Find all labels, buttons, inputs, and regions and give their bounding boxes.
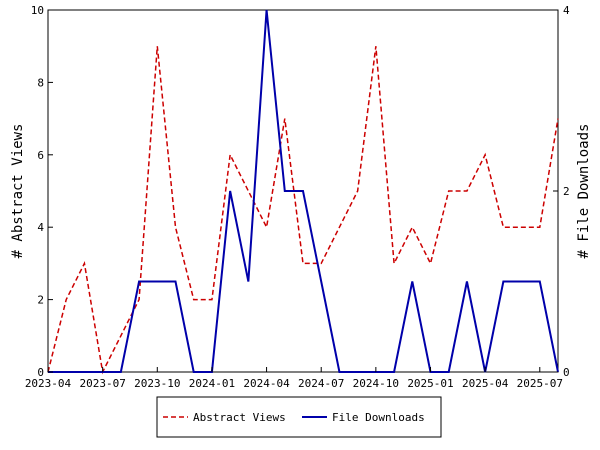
y-tick-label-left: 10 bbox=[31, 4, 44, 17]
x-tick-label: 2023-10 bbox=[134, 377, 180, 390]
legend-label-0: Abstract Views bbox=[193, 411, 286, 424]
y-axis-right: 0 2 4 bbox=[553, 4, 570, 379]
x-tick-label: 2023-04 bbox=[25, 377, 72, 390]
y-tick-label-left: 2 bbox=[37, 294, 44, 307]
y-tick-label-right: 4 bbox=[563, 4, 570, 17]
series-line-0 bbox=[47, 46, 559, 375]
y-axis-left-label: # Abstract Views bbox=[10, 124, 26, 259]
x-axis: 2023-04 2023-07 2023-10 2024-01 2024-04 2024-… bbox=[25, 367, 563, 390]
y-tick-label-left: 8 bbox=[37, 76, 44, 89]
legend: Abstract Views File Downloads bbox=[156, 396, 442, 438]
legend-label-1: File Downloads bbox=[332, 411, 425, 424]
x-tick-label: 2024-01 bbox=[189, 377, 235, 390]
x-tick-label: 2023-07 bbox=[79, 377, 125, 390]
y-tick-label-right: 0 bbox=[563, 366, 570, 379]
x-tick-label: 2025-01 bbox=[407, 377, 453, 390]
y-axis-left: 0 2 4 6 8 10 bbox=[31, 4, 53, 379]
y-tick-label-right: 2 bbox=[563, 185, 570, 198]
y-tick-label-left: 4 bbox=[37, 221, 44, 234]
x-tick-label: 2025-04 bbox=[462, 377, 509, 390]
y-axis-right-label: # File Downloads bbox=[576, 124, 592, 259]
x-tick-label: 2024-10 bbox=[353, 377, 399, 390]
x-tick-label: 2024-04 bbox=[243, 377, 290, 390]
x-tick-label: 2024-07 bbox=[298, 377, 344, 390]
y-tick-label-left: 0 bbox=[37, 366, 44, 379]
plot-area bbox=[47, 9, 559, 375]
series-line-1 bbox=[48, 9, 559, 373]
legend-box bbox=[156, 396, 442, 438]
y-tick-label-left: 6 bbox=[37, 149, 44, 162]
x-tick-label: 2025-07 bbox=[517, 377, 563, 390]
